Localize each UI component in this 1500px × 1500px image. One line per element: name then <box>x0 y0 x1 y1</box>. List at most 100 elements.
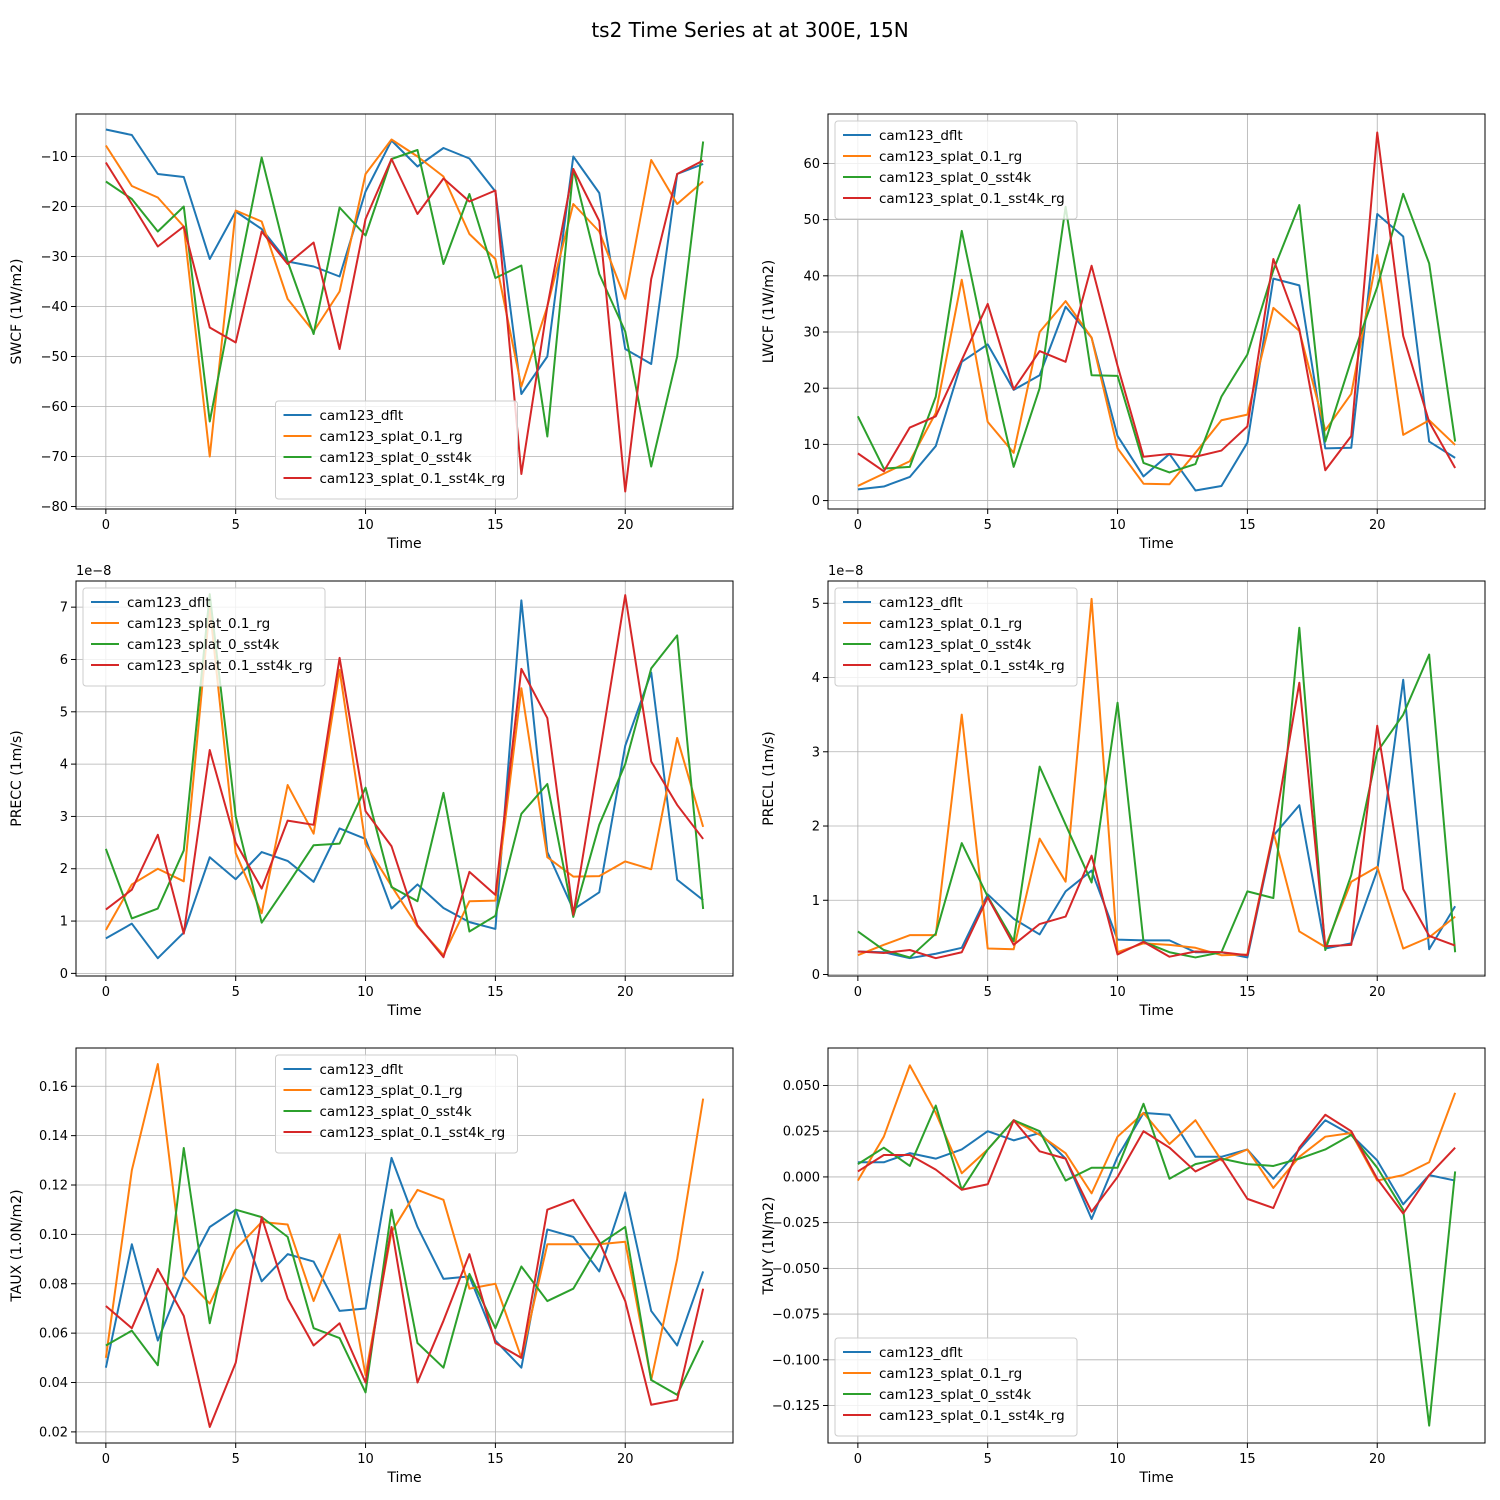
series-line-4 <box>105 158 704 493</box>
gridlines <box>76 114 733 509</box>
x-tick-label: 15 <box>487 1452 504 1467</box>
x-tick-label: 5 <box>232 1452 240 1467</box>
x-tick-label: 20 <box>1369 985 1386 1000</box>
y-tick-label: −0.075 <box>772 1308 820 1323</box>
series-line-2 <box>857 597 1456 957</box>
x-tick-label: 10 <box>1109 518 1126 533</box>
series-line-4 <box>105 1198 705 1428</box>
x-tick-label: 5 <box>984 1452 992 1467</box>
y-tick-label: −70 <box>41 450 68 465</box>
subplot-3: 0 5 10 15 20 0 1 2 3 4 5 6 7 Time PRECC (1m/s) 1e−8 cam1… <box>9 564 734 1019</box>
y-tick-label: 3 <box>60 810 68 825</box>
y-axis-label: TAUX (1.0N/m2) <box>9 1189 25 1302</box>
y-axis-label: PRECC (1m/s) <box>9 730 25 827</box>
y-axis-label: LWCF (1W/m2) <box>761 260 777 364</box>
y-tick-label: −0.050 <box>772 1262 820 1277</box>
plot-frame <box>827 113 1486 510</box>
series-line-4 <box>857 681 1456 960</box>
series-line-4 <box>857 131 1457 473</box>
legend: cam123_dflt cam123_splat_0.1_rg cam123_spl… <box>834 587 1078 687</box>
legend-label-3: cam123_splat_0_sst4k <box>320 450 472 466</box>
legend-frame <box>834 120 1078 220</box>
y-tick-label: 0.025 <box>783 1125 820 1140</box>
y-axis: 0 10 20 30 40 50 60 <box>803 157 828 509</box>
y-axis-label: PRECL (1m/s) <box>761 731 777 826</box>
y-tick-label: −10 <box>41 150 68 165</box>
y-offset-text: 1e−8 <box>828 564 863 579</box>
legend-label-2: cam123_splat_0.1_rg <box>879 149 1022 165</box>
y-tick-label: 0 <box>812 494 820 509</box>
legend-label-4: cam123_splat_0.1_sst4k_rg <box>879 1408 1065 1424</box>
y-tick-label: 2 <box>812 820 820 835</box>
legend: cam123_dflt cam123_splat_0.1_rg cam123_spl… <box>834 120 1078 220</box>
legend: cam123_dflt cam123_splat_0.1_rg cam123_spl… <box>834 1337 1078 1437</box>
series-line-4 <box>857 1113 1456 1215</box>
legend-label-3: cam123_splat_0_sst4k <box>320 1104 472 1120</box>
legend-frame <box>82 587 326 687</box>
y-axis: −80 −70 −60 −50 −40 −30 −20 −10 <box>41 150 76 515</box>
y-tick-label: 0.10 <box>39 1228 68 1243</box>
series-group <box>856 131 1457 492</box>
series-line-2 <box>857 254 1456 487</box>
series-group <box>105 128 705 493</box>
y-tick-label: 20 <box>803 382 820 397</box>
x-tick-label: 5 <box>984 518 992 533</box>
x-tick-label: 15 <box>487 518 504 533</box>
y-tick-label: 10 <box>803 438 820 453</box>
x-tick-label: 20 <box>617 985 634 1000</box>
x-axis-label: Time <box>1138 1003 1173 1019</box>
x-axis-label: Time <box>386 536 421 552</box>
series-line-3 <box>105 1146 705 1396</box>
y-tick-label: −0.025 <box>772 1216 820 1231</box>
y-tick-label: 50 <box>803 213 820 228</box>
legend-label-3: cam123_splat_0_sst4k <box>879 170 1031 186</box>
subplot-1: 0 5 10 15 20 −80 −70 −60 −50 −40 −30 −20 −10 Time SWCF… <box>9 113 734 552</box>
y-tick-label: −0.125 <box>772 1399 820 1414</box>
x-tick-label: 10 <box>357 985 374 1000</box>
plot-frame <box>827 580 1486 977</box>
y-tick-label: 0 <box>60 967 68 982</box>
series-group <box>857 597 1457 960</box>
y-tick-label: 40 <box>803 269 820 284</box>
x-tick-label: 0 <box>102 518 110 533</box>
legend-label-1: cam123_dflt <box>879 595 963 611</box>
x-axis-label: Time <box>386 1003 421 1019</box>
x-tick-label: 10 <box>357 1452 374 1467</box>
series-line-3 <box>105 141 705 468</box>
y-tick-label: 6 <box>60 653 68 668</box>
subplot-grid: 0 5 10 15 20−80−70−60−50−40−30−20−10TimeSWCF… <box>9 113 1486 1486</box>
y-tick-label: 4 <box>812 671 820 686</box>
x-tick-label: 0 <box>854 1452 862 1467</box>
y-tick-label: 30 <box>803 326 820 341</box>
x-tick-label: 20 <box>1369 518 1386 533</box>
x-tick-label: 15 <box>1239 1452 1256 1467</box>
legend-frame <box>275 400 518 500</box>
legend-label-1: cam123_dflt <box>879 128 963 144</box>
y-tick-label: 0 <box>812 968 820 983</box>
y-tick-label: −30 <box>41 250 68 265</box>
legend-frame <box>834 587 1078 687</box>
x-axis-label: Time <box>1138 1470 1173 1486</box>
x-tick-label: 15 <box>487 985 504 1000</box>
y-tick-label: 0.16 <box>39 1080 68 1095</box>
x-tick-label: 10 <box>357 518 374 533</box>
plot-frame <box>75 580 734 977</box>
subplot-6: 0 5 10 15 20 −0.125 −0.100 −0.075 −0.050 −0.025 0.… <box>761 1047 1486 1486</box>
series-line-1 <box>105 599 704 960</box>
y-tick-label: 7 <box>60 601 68 616</box>
y-tick-label: 5 <box>60 705 68 720</box>
legend-label-2: cam123_splat_0.1_rg <box>127 616 270 632</box>
series-line-3 <box>857 626 1457 959</box>
legend-label-2: cam123_splat_0.1_rg <box>320 1083 463 1099</box>
y-tick-label: 3 <box>812 745 820 760</box>
x-axis: 0 5 10 15 20 <box>854 509 1386 533</box>
legend-label-1: cam123_dflt <box>127 595 211 611</box>
x-tick-label: 20 <box>617 1452 634 1467</box>
legend-label-2: cam123_splat_0.1_rg <box>879 616 1022 632</box>
y-tick-label: 2 <box>60 862 68 877</box>
x-tick-label: 0 <box>102 1452 110 1467</box>
subplot-4: 0 5 10 15 20 0 1 2 3 4 5 Time PRECL (1m/s) 1e−8 cam123… <box>761 564 1486 1019</box>
gridlines <box>828 114 1485 509</box>
legend-label-2: cam123_splat_0.1_rg <box>879 1366 1022 1382</box>
y-axis: 0.02 0.04 0.06 0.08 0.10 0.12 0.14 0.16 <box>39 1080 76 1440</box>
